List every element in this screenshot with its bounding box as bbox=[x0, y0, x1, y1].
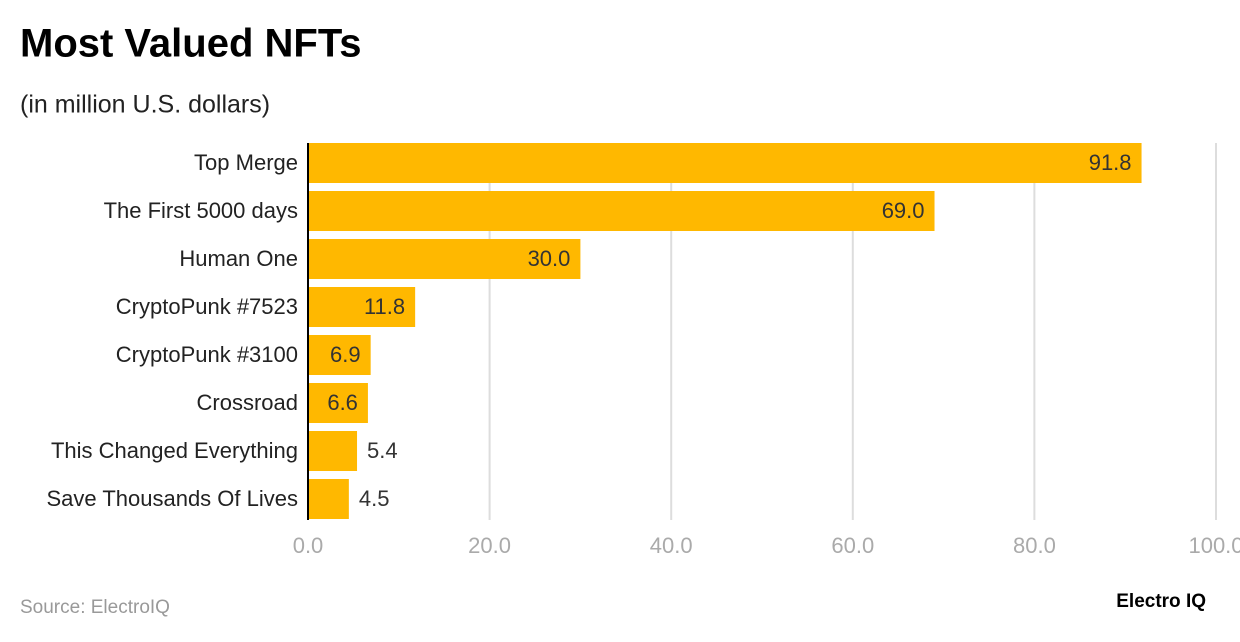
y-tick-label: CryptoPunk #7523 bbox=[116, 294, 298, 319]
value-label: 11.8 bbox=[364, 294, 405, 319]
x-tick-label: 100.0 bbox=[1188, 533, 1240, 558]
bar bbox=[308, 143, 1142, 183]
value-label: 5.4 bbox=[367, 438, 398, 463]
value-label: 91.8 bbox=[1089, 150, 1132, 175]
y-tick-label: Save Thousands Of Lives bbox=[46, 486, 298, 511]
bar bbox=[308, 479, 349, 519]
y-tick-label: CryptoPunk #3100 bbox=[116, 342, 298, 367]
bar bbox=[308, 431, 358, 471]
value-label: 4.5 bbox=[359, 486, 390, 511]
x-tick-label: 60.0 bbox=[831, 533, 874, 558]
y-tick-label: Top Merge bbox=[194, 150, 298, 175]
value-label: 30.0 bbox=[528, 246, 571, 271]
y-tick-label: This Changed Everything bbox=[51, 438, 298, 463]
bar bbox=[308, 383, 368, 423]
y-tick-label: Crossroad bbox=[197, 390, 298, 415]
chart-subtitle: (in million U.S. dollars) bbox=[20, 91, 270, 119]
bar bbox=[308, 287, 416, 327]
chart-title: Most Valued NFTs bbox=[20, 22, 362, 66]
bar bbox=[308, 191, 935, 231]
x-tick-label: 20.0 bbox=[468, 533, 511, 558]
bar bbox=[308, 239, 581, 279]
y-tick-label: The First 5000 days bbox=[104, 198, 298, 223]
source: Source: ElectroIQ bbox=[20, 597, 170, 618]
x-tick-label: 40.0 bbox=[650, 533, 693, 558]
x-tick-label: 0.0 bbox=[293, 533, 324, 558]
bar bbox=[308, 335, 371, 375]
y-tick-label: Human One bbox=[179, 246, 298, 271]
value-label: 6.6 bbox=[327, 390, 358, 415]
value-label: 69.0 bbox=[882, 198, 925, 223]
x-tick-label: 80.0 bbox=[1013, 533, 1056, 558]
brand-logo: Electro IQ bbox=[1116, 591, 1206, 612]
value-label: 6.9 bbox=[330, 342, 361, 367]
